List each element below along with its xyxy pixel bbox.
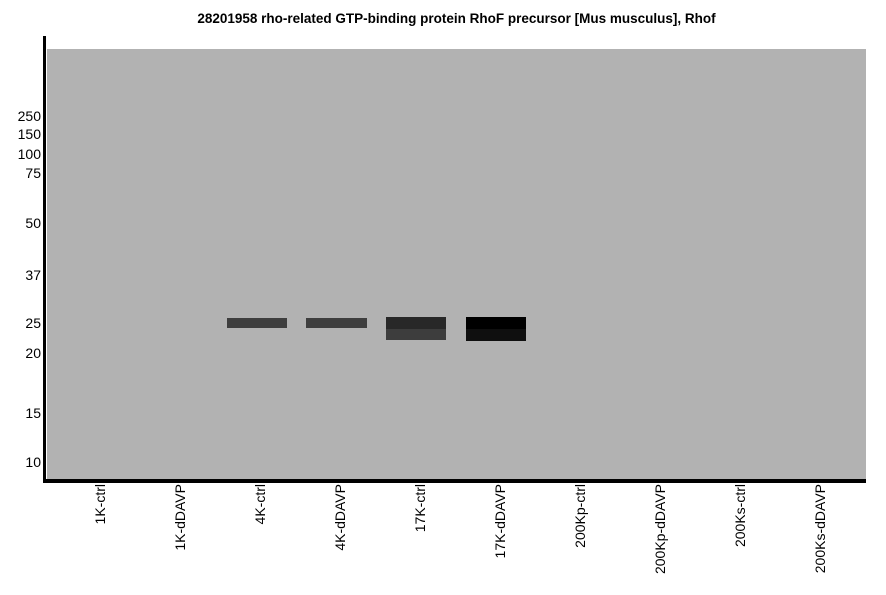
y-tick-label-20: 20 — [25, 345, 41, 361]
gel-band-segment — [227, 318, 287, 328]
y-tick-label-75: 75 — [25, 165, 41, 181]
lane-label-200Kp-dDAVP: 200Kp-dDAVP — [652, 484, 668, 575]
gel-band-17K-ctrl — [386, 317, 446, 340]
lane-label-17K-dDAVP: 17K-dDAVP — [492, 484, 508, 559]
y-tick-label-25: 25 — [25, 315, 41, 331]
gel-band-segment — [306, 318, 367, 328]
chart-title: 28201958 rho-related GTP-binding protein… — [197, 11, 716, 26]
lane-label-200Kp-ctrl: 200Kp-ctrl — [572, 484, 588, 548]
lane-label-4K-dDAVP: 4K-dDAVP — [332, 484, 348, 551]
gel-band-4K-dDAVP — [306, 318, 367, 328]
lane-label-1K-ctrl: 1K-ctrl — [92, 484, 108, 525]
gel-band-4K-ctrl — [227, 318, 287, 328]
y-tick-label-150: 150 — [17, 126, 41, 142]
y-tick-label-15: 15 — [25, 405, 41, 421]
gel-band-segment — [386, 329, 446, 340]
lane-label-1K-dDAVP: 1K-dDAVP — [172, 484, 188, 551]
gel-band-segment — [466, 317, 526, 329]
y-axis-line — [43, 36, 46, 483]
y-tick-label-37: 37 — [25, 267, 41, 283]
lane-label-4K-ctrl: 4K-ctrl — [252, 484, 268, 525]
lane-label-200Ks-ctrl: 200Ks-ctrl — [732, 484, 748, 548]
lane-label-200Ks-dDAVP: 200Ks-dDAVP — [812, 484, 828, 574]
gel-band-17K-dDAVP — [466, 317, 526, 341]
x-axis-line — [43, 479, 866, 483]
y-tick-label-250: 250 — [17, 108, 41, 124]
y-tick-label-100: 100 — [17, 146, 41, 162]
gel-band-segment — [466, 329, 526, 341]
gel-band-segment — [386, 317, 446, 329]
y-tick-label-50: 50 — [25, 215, 41, 231]
lane-label-17K-ctrl: 17K-ctrl — [412, 484, 428, 533]
gel-area — [47, 49, 866, 479]
y-tick-label-10: 10 — [25, 454, 41, 470]
